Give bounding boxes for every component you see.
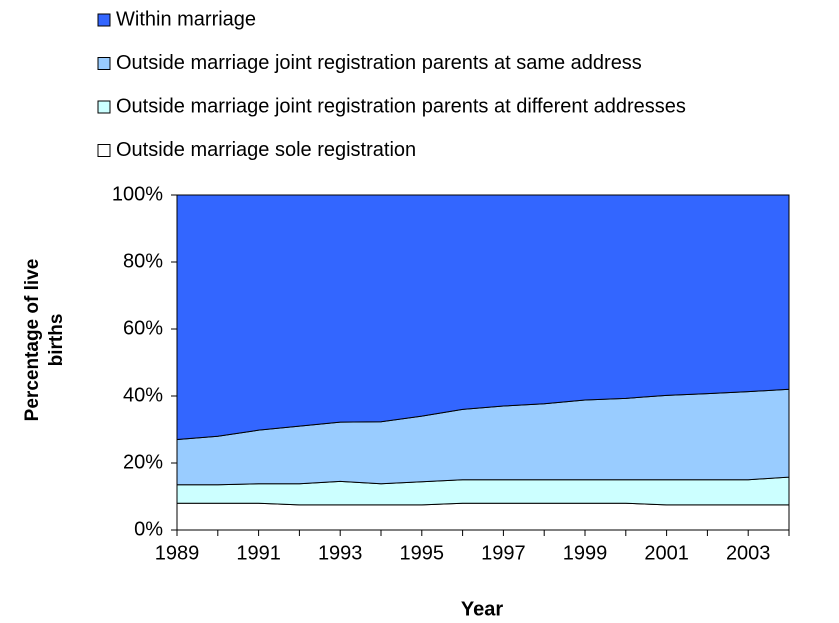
y-tick-label: 20% — [123, 451, 163, 473]
area — [176, 194, 790, 441]
area — [176, 502, 790, 531]
legend-label: Outside marriage joint registration pare… — [116, 95, 686, 117]
legend-swatch — [97, 100, 111, 114]
legend-swatch — [97, 57, 111, 70]
x-tick-label: 1999 — [563, 542, 608, 564]
legend-swatch — [97, 144, 111, 157]
x-tick-label: 1993 — [318, 542, 363, 564]
y-tick-label: 100% — [112, 183, 163, 205]
x-tick-label: 1989 — [155, 542, 200, 564]
x-tick-label: 2001 — [644, 542, 689, 564]
y-tick-label: 60% — [123, 317, 163, 339]
x-tick-label: 2003 — [726, 542, 771, 564]
legend-label: Within marriage — [116, 8, 256, 30]
x-axis-title: Year — [461, 598, 503, 620]
y-tick-label: 80% — [123, 250, 163, 272]
y-tick-label: 40% — [123, 384, 163, 406]
legend-label: Outside marriage sole registration — [116, 139, 416, 161]
y-axis-title: Percentage of live births — [22, 258, 67, 422]
x-tick-label: 1997 — [481, 542, 526, 564]
x-tick-label: 1995 — [400, 542, 445, 564]
x-tick-label: 1991 — [236, 542, 281, 564]
legend-label: Outside marriage joint registration pare… — [116, 52, 642, 74]
y-tick-label: 0% — [134, 518, 163, 540]
legend-swatch — [97, 13, 111, 27]
